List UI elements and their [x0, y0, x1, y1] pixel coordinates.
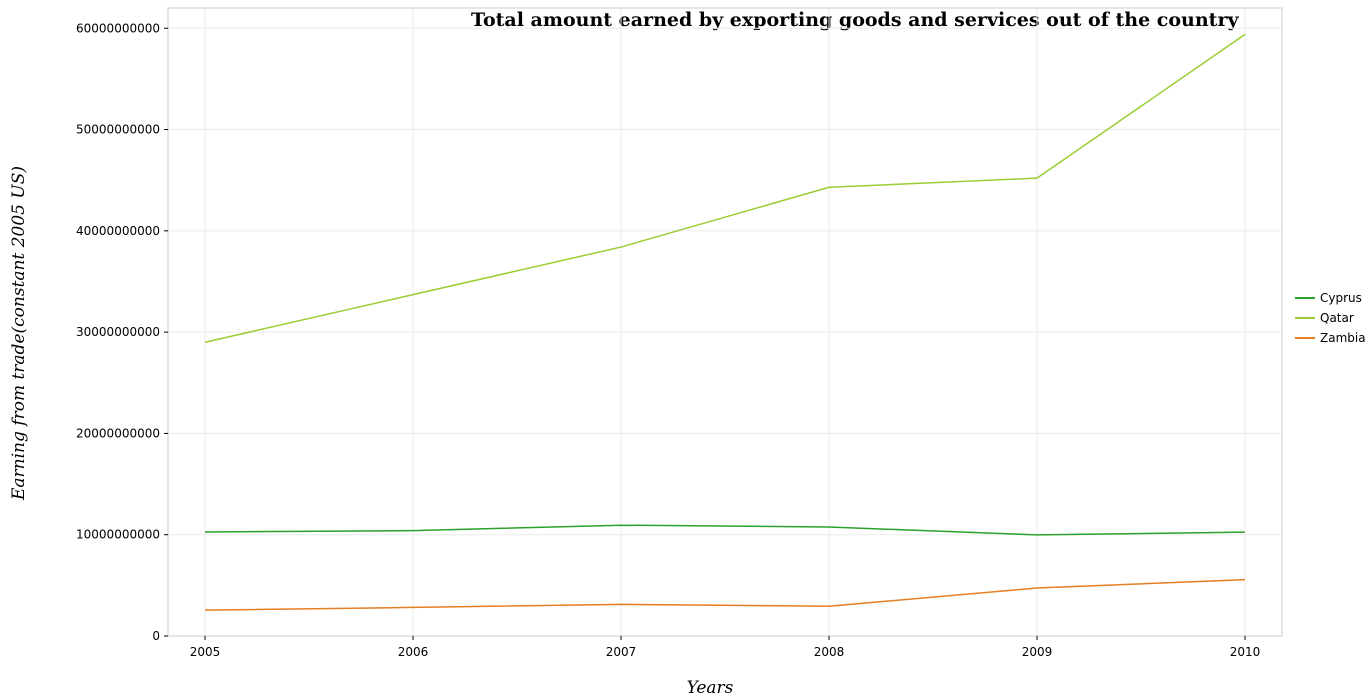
- series-lines: [204, 33, 1246, 611]
- x-axis-label: Years: [687, 678, 734, 698]
- x-tick-label: 2006: [398, 645, 429, 659]
- chart-title: Total amount earned by exporting goods a…: [471, 9, 1239, 31]
- x-tick-label: 2007: [606, 645, 637, 659]
- y-tick-label: 10000000000: [76, 528, 160, 542]
- y-tick-label: 50000000000: [76, 123, 160, 137]
- gridlines: [168, 8, 1282, 637]
- y-tick-label: 0: [152, 629, 160, 643]
- y-tick-label: 20000000000: [76, 426, 160, 440]
- y-tick-label: 30000000000: [76, 325, 160, 339]
- series-line-zambia: [204, 578, 1246, 611]
- series-line-cyprus: [204, 524, 1246, 536]
- x-tick-label: 2009: [1022, 645, 1053, 659]
- legend-label-zambia: Zambia: [1320, 331, 1366, 345]
- x-tick-label: 2008: [814, 645, 845, 659]
- legend: Cyprus Qatar Zambia: [1295, 291, 1366, 345]
- series-line-qatar: [204, 33, 1246, 343]
- y-tick-labels: 0 10000000000 20000000000 30000000000 400000…: [76, 21, 168, 643]
- x-tick-label: 2010: [1230, 645, 1261, 659]
- legend-label-qatar: Qatar: [1320, 311, 1354, 325]
- y-tick-label: 60000000000: [76, 21, 160, 35]
- y-axis-label: Earning from trade(constant 2005 US): [9, 166, 29, 501]
- x-tick-labels: 2005 2006 2007 2008 2009 2010: [190, 636, 1261, 659]
- y-tick-label: 40000000000: [76, 224, 160, 238]
- x-tick-label: 2005: [190, 645, 221, 659]
- legend-label-cyprus: Cyprus: [1320, 291, 1362, 305]
- plot-frame: [167, 7, 1283, 637]
